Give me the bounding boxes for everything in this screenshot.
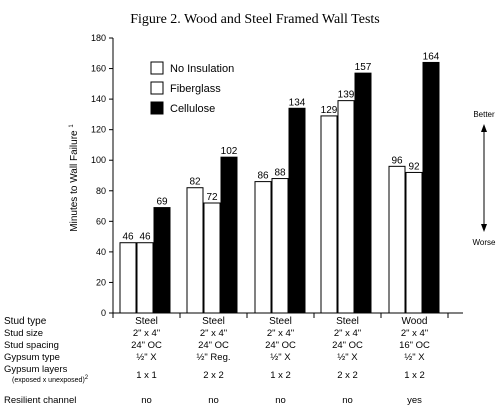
legend-swatch xyxy=(150,61,164,75)
bar xyxy=(288,107,306,314)
table-cell: no xyxy=(208,395,219,406)
legend-label: Cellulose xyxy=(170,103,215,115)
y-axis-label: Minutes to Wall Failure 1 xyxy=(69,124,80,232)
table-cell: Steel xyxy=(202,316,225,327)
table-cell: 16" OC xyxy=(399,340,430,351)
table-cell: yes xyxy=(407,395,422,406)
y-tick-label: 0 xyxy=(101,308,106,318)
bar xyxy=(186,187,204,314)
table-cell: no xyxy=(141,395,152,406)
legend-swatch xyxy=(150,101,164,115)
bar xyxy=(354,72,372,314)
chart-title: Figure 2. Wood and Steel Framed Wall Tes… xyxy=(130,12,380,27)
table-cell: 2" x 4" xyxy=(133,328,160,339)
bar xyxy=(388,165,406,314)
data-label: 82 xyxy=(189,177,201,188)
bar xyxy=(203,202,221,314)
table-cell: ½" Reg. xyxy=(196,352,230,363)
y-tick-label: 160 xyxy=(91,64,106,74)
data-label: 92 xyxy=(408,161,420,172)
bar xyxy=(153,207,171,314)
data-label: 86 xyxy=(257,171,269,182)
bar xyxy=(254,181,272,314)
bars: 46 82 86 129 96 46 72 88 139 92 69 102 134 157 164 xyxy=(119,51,440,314)
arrow-down-icon xyxy=(481,224,487,232)
legend-swatch xyxy=(150,81,164,95)
table-cell: 2 x 2 xyxy=(337,370,358,381)
y-tick-label: 20 xyxy=(96,277,106,287)
table-cell: 1 x 2 xyxy=(404,370,425,381)
data-label: 96 xyxy=(391,155,403,166)
data-label: 134 xyxy=(289,97,306,108)
bar xyxy=(320,115,338,314)
table-cell: ½" X xyxy=(404,352,425,363)
table-row-label: Gypsum layers xyxy=(4,364,68,375)
y-tick-label: 80 xyxy=(96,186,106,196)
table-cell: no xyxy=(275,395,286,406)
worse-label: Worse xyxy=(473,238,497,247)
table-row-label: Stud spacing xyxy=(4,340,59,351)
y-tick-label: 40 xyxy=(96,247,106,257)
legend-label: Fiberglass xyxy=(170,83,221,95)
y-tick-label: 140 xyxy=(91,94,106,104)
bar xyxy=(136,242,154,314)
bar xyxy=(119,242,137,314)
table-cell: 24" OC xyxy=(265,340,296,351)
table-cell: 2" x 4" xyxy=(334,328,361,339)
table-row-label: Stud type xyxy=(4,316,47,327)
table-cell: Steel xyxy=(269,316,292,327)
data-label: 46 xyxy=(122,232,134,243)
data-label: 129 xyxy=(321,105,338,116)
y-axis-label-text: Minutes to Wall Failure xyxy=(69,130,80,232)
y-tick-label: 120 xyxy=(91,125,106,135)
table-row-label: Stud size xyxy=(4,328,43,339)
table-cell: 1 x 1 xyxy=(136,370,157,381)
table-cell: ½" X xyxy=(270,352,291,363)
table-cell: no xyxy=(342,395,353,406)
table-cell: ½" X xyxy=(337,352,358,363)
y-tick-label: 100 xyxy=(91,155,106,165)
data-label: 157 xyxy=(355,62,372,73)
table-cell: 2 x 2 xyxy=(203,370,224,381)
data-label: 102 xyxy=(221,146,238,157)
y-tick-label: 60 xyxy=(96,216,106,226)
data-label: 72 xyxy=(206,192,218,203)
table-cell: ½" X xyxy=(136,352,157,363)
bar xyxy=(405,171,423,314)
table-cell: Wood xyxy=(402,316,428,327)
data-label: 46 xyxy=(139,232,151,243)
y-axis-label-footnote: 1 xyxy=(69,124,75,128)
table-cell: Steel xyxy=(135,316,158,327)
arrow-up-icon xyxy=(481,124,487,132)
table-row-label: Gypsum type xyxy=(4,352,60,363)
legend-label: No Insulation xyxy=(170,63,234,75)
table-cell: 24" OC xyxy=(131,340,162,351)
y-tick-label: 180 xyxy=(91,33,106,43)
table-row-label: Resilient channel xyxy=(4,395,76,406)
bar xyxy=(422,61,440,314)
table-cell: 1 x 2 xyxy=(270,370,291,381)
data-label: 164 xyxy=(423,51,440,62)
bar xyxy=(337,100,355,314)
table-cell: 2" x 4" xyxy=(200,328,227,339)
table-cell: 2" x 4" xyxy=(267,328,294,339)
table-cell: 24" OC xyxy=(332,340,363,351)
better-worse-indicator: Better Worse xyxy=(473,110,497,247)
table-cell: Steel xyxy=(336,316,359,327)
better-label: Better xyxy=(473,110,495,119)
table-cell: 2" x 4" xyxy=(401,328,428,339)
test-conditions-table: Stud type Steel Steel Steel Steel Wood Stud si… xyxy=(4,316,430,406)
bar xyxy=(220,156,238,314)
table-row-sublabel: (exposed x unexposed)2 xyxy=(12,375,89,384)
data-label: 88 xyxy=(274,168,286,179)
data-label: 69 xyxy=(156,197,168,208)
legend: No Insulation Fiberglass Cellulose xyxy=(150,61,234,115)
data-label: 139 xyxy=(338,90,355,101)
table-cell: 24" OC xyxy=(198,340,229,351)
bar xyxy=(271,178,289,314)
